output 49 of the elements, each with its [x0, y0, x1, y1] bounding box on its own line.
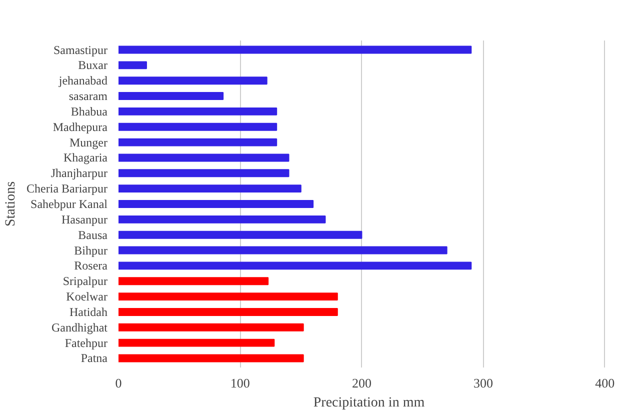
- y-tick-label: Rosera: [74, 258, 108, 273]
- x-tick-label: 400: [595, 376, 615, 390]
- bar: [118, 354, 304, 362]
- y-tick-label: Koelwar: [66, 290, 108, 304]
- bar: [118, 323, 304, 332]
- y-tick-label: Bausa: [78, 228, 108, 242]
- bar: [118, 215, 326, 224]
- y-tick-label: Madhepura: [52, 120, 108, 134]
- bar: [118, 246, 448, 254]
- y-tick-label: Fatehpur: [64, 336, 108, 350]
- y-tick-label: Samastipur: [54, 42, 108, 57]
- bar: [118, 154, 290, 162]
- bar: [118, 61, 147, 70]
- y-tick-label: Bihpur: [74, 243, 108, 258]
- bar: [118, 46, 472, 54]
- y-tick-label: Khagaria: [64, 150, 108, 165]
- bar: [118, 184, 302, 193]
- x-tick-label: 0: [115, 376, 122, 390]
- y-tick-label: sasaram: [68, 89, 108, 104]
- bar: [118, 107, 278, 116]
- bar: [118, 292, 338, 301]
- y-tick-label: Jhanjharpur: [50, 166, 108, 180]
- y-tick-label: Munger: [70, 135, 108, 150]
- y-tick-label: Sripalpur: [62, 274, 108, 288]
- x-tick-label: 300: [474, 376, 494, 390]
- bar: [118, 169, 290, 178]
- y-tick-label: Buxar: [78, 58, 108, 72]
- y-tick-label: Cheria Bariarpur: [26, 182, 108, 196]
- bar: [118, 308, 338, 316]
- y-tick-label: Hasanpur: [62, 212, 108, 226]
- bar: [118, 277, 269, 286]
- y-tick-label: Gandhighat: [52, 320, 108, 334]
- y-tick-label: Bhabua: [70, 104, 108, 118]
- bar: [118, 92, 224, 100]
- x-axis-title: Precipitation in mm: [313, 396, 425, 410]
- bar: [118, 76, 268, 85]
- y-tick-label: Patna: [80, 351, 108, 366]
- bar: [118, 230, 362, 239]
- bar: [118, 138, 278, 146]
- x-tick-label: 200: [352, 376, 372, 390]
- y-axis-title: Stations: [4, 181, 19, 227]
- y-tick-label: jehanabad: [58, 74, 108, 88]
- bar: [118, 200, 314, 208]
- bar: [118, 262, 472, 270]
- x-tick-label: 100: [230, 376, 250, 390]
- bar: [118, 122, 278, 131]
- bar: [118, 338, 275, 347]
- y-tick-label: Sahebpur Kanal: [30, 197, 108, 211]
- y-tick-label: Hatidah: [70, 304, 108, 319]
